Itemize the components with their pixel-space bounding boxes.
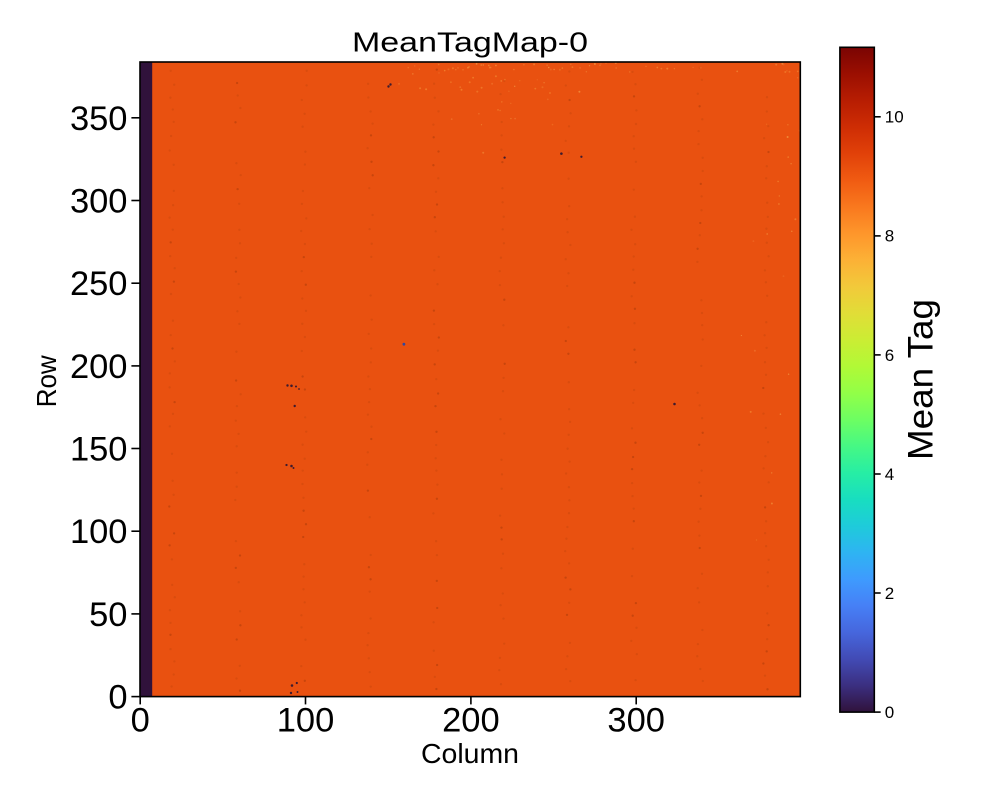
svg-text:2: 2 — [885, 584, 894, 603]
svg-text:10: 10 — [885, 108, 904, 127]
svg-text:300: 300 — [607, 702, 665, 740]
svg-text:0: 0 — [108, 679, 127, 717]
svg-text:4: 4 — [885, 465, 894, 484]
svg-text:Row: Row — [31, 355, 62, 407]
svg-text:250: 250 — [70, 265, 128, 303]
svg-text:0: 0 — [131, 702, 150, 740]
svg-text:200: 200 — [70, 348, 128, 386]
svg-text:100: 100 — [277, 702, 335, 740]
svg-text:150: 150 — [70, 431, 128, 469]
svg-text:6: 6 — [885, 346, 894, 365]
svg-text:50: 50 — [89, 596, 127, 634]
svg-text:MeanTagMap-0: MeanTagMap-0 — [352, 26, 588, 57]
svg-text:Mean Tag: Mean Tag — [902, 299, 941, 460]
svg-text:0: 0 — [885, 703, 894, 722]
svg-text:350: 350 — [70, 100, 128, 138]
svg-text:100: 100 — [70, 513, 128, 551]
svg-text:200: 200 — [442, 702, 500, 740]
svg-text:Column: Column — [421, 738, 519, 769]
svg-text:8: 8 — [885, 227, 894, 246]
svg-text:300: 300 — [70, 183, 128, 221]
